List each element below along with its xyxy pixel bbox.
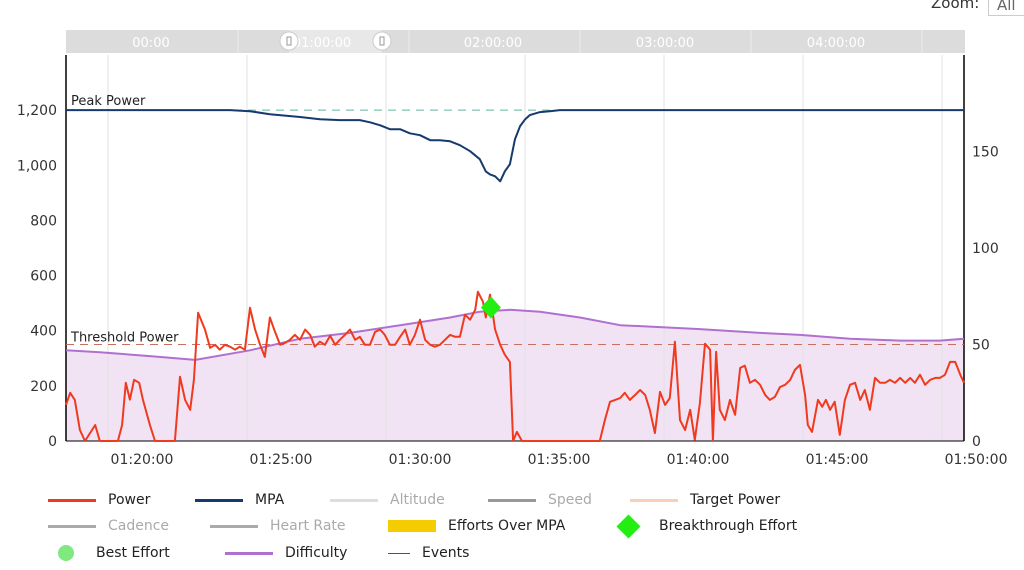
x-tick-label: 01:45:00 — [806, 452, 869, 468]
threshold-power-label: Threshold Power — [70, 331, 179, 346]
x-tick-label: 01:50:00 — [945, 452, 1008, 468]
difficulty-line — [65, 308, 965, 361]
peak-power-label: Peak Power — [71, 94, 146, 109]
x-tick-label: 01:20:00 — [111, 452, 174, 468]
legend-item-breakthrough-effort[interactable]: Breakthrough Effort — [616, 513, 798, 539]
handle-grip-icon — [379, 36, 385, 46]
legend-label: Target Power — [690, 492, 781, 508]
y-left-tick-label: 600 — [30, 269, 57, 285]
mpa-line — [66, 109, 964, 183]
breakthrough-effort-marker[interactable] — [480, 296, 501, 319]
y-right-tick-label: 50 — [972, 338, 990, 354]
legend-label: Speed — [548, 492, 592, 508]
legend-label: Altitude — [390, 492, 445, 508]
legend-line-icon — [48, 524, 96, 528]
legend-block-icon — [388, 520, 436, 532]
legend-item-cadence[interactable]: Cadence — [48, 516, 169, 536]
navigator-label: 00:00 — [132, 36, 169, 51]
legend-label: Difficulty — [285, 545, 348, 561]
legend-item-speed[interactable]: Speed — [488, 490, 592, 510]
legend-line-icon — [48, 498, 96, 502]
legend-label: Power — [108, 492, 151, 508]
y-right-tick-label: 100 — [972, 241, 999, 257]
legend-line-icon — [210, 524, 258, 528]
legend-line-icon — [195, 498, 243, 502]
legend-item-target-power[interactable]: Target Power — [630, 490, 780, 510]
legend-label: MPA — [255, 492, 285, 508]
legend-item-altitude[interactable]: Altitude — [330, 490, 445, 510]
y-right-tick-label: 0 — [972, 434, 981, 450]
legend-line-icon — [488, 498, 536, 502]
navigator-label: 03:00:00 — [636, 36, 694, 51]
legend-line-icon — [330, 498, 378, 502]
legend-line-icon — [630, 498, 678, 502]
difficulty-area — [66, 309, 964, 441]
legend-item-heart-rate[interactable]: Heart Rate — [210, 516, 346, 536]
diamond-icon — [616, 513, 641, 539]
navigator-handle-left[interactable] — [279, 31, 299, 51]
legend-item-power[interactable]: Power — [48, 490, 150, 510]
navigator-label: 02:00:00 — [464, 36, 522, 51]
x-tick-label: 01:40:00 — [667, 452, 730, 468]
handle-grip-icon — [286, 36, 292, 46]
legend-label: Events — [422, 545, 470, 561]
zoom-all-button[interactable]: All — [988, 0, 1024, 16]
legend-label: Breakthrough Effort — [659, 518, 798, 534]
y-left-tick-label: 800 — [30, 213, 57, 229]
power-chart: 00:00 01:00:00 02:00:00 03:00:00 04:00:00 01:… — [17, 30, 1008, 468]
navigator-handle-right[interactable] — [372, 31, 392, 51]
y-left-tick-label: 1,200 — [17, 103, 57, 119]
legend-label: Efforts Over MPA — [448, 518, 566, 534]
navigator-label: 01:00:00 — [293, 36, 351, 51]
legend-item-mpa[interactable]: MPA — [195, 490, 284, 510]
legend-label: Cadence — [108, 518, 170, 534]
x-tick-label: 01:30:00 — [389, 452, 452, 468]
y-left-tick-label: 1,000 — [17, 158, 57, 174]
legend-label: Best Effort — [96, 545, 170, 561]
zoom-label: Zoom: — [931, 0, 980, 12]
navigator-selection[interactable] — [289, 30, 382, 53]
y-left-tick-label: 0 — [48, 434, 57, 450]
legend-line-icon — [388, 552, 410, 554]
y-left-tick-label: 400 — [30, 324, 57, 340]
navigator-label: 04:00:00 — [807, 36, 865, 51]
circle-icon — [58, 545, 74, 561]
power-line — [65, 290, 965, 442]
legend-line-icon — [225, 551, 273, 555]
x-tick-label: 01:25:00 — [250, 452, 313, 468]
legend-item-efforts-over-mpa[interactable]: Efforts Over MPA — [388, 516, 565, 536]
legend-item-best-effort[interactable]: Best Effort — [58, 543, 170, 563]
y-right-tick-label: 150 — [972, 145, 999, 161]
legend-item-events[interactable]: Events — [388, 543, 469, 563]
y-left-tick-label: 200 — [30, 379, 57, 395]
x-tick-label: 01:35:00 — [528, 452, 591, 468]
legend-item-difficulty[interactable]: Difficulty — [225, 543, 347, 563]
legend-label: Heart Rate — [270, 518, 346, 534]
